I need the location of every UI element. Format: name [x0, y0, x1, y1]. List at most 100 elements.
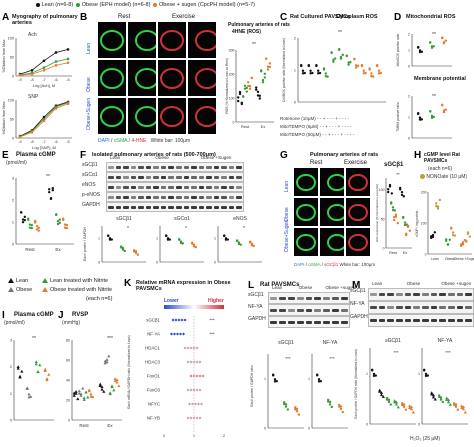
blot-band [206, 165, 212, 169]
micrograph-image [158, 22, 186, 58]
g-point [394, 215, 398, 218]
d-point [430, 116, 434, 120]
blot-band [138, 185, 144, 189]
e-point [35, 228, 39, 231]
x-tick: 2 [223, 434, 225, 438]
blot-band [138, 165, 144, 169]
e-point [28, 223, 32, 226]
g-point [403, 221, 407, 224]
column-header: Obese +sugen [441, 281, 472, 286]
y-tick: 0 [12, 75, 14, 79]
l-point [286, 408, 289, 411]
vessel-ring [195, 106, 216, 127]
h-nonoate-point [436, 205, 440, 208]
j-point [108, 391, 112, 395]
panel-m: M sGCβ1 NF-YA GAPDH Lean Obese Obese +sugen E… [350, 280, 474, 447]
j-point [86, 395, 90, 399]
vessel-ring [135, 68, 156, 89]
axis [15, 38, 72, 77]
c-point [334, 57, 337, 60]
e-point [51, 189, 54, 192]
chart-j: 0 20 40 60 80 Rest Ex *** [66, 336, 122, 428]
b-point [261, 80, 265, 84]
panel-g-sub: sGCβ1 [384, 162, 404, 168]
subchart-title: sGCβ1 [278, 340, 294, 346]
blot-band [115, 185, 122, 189]
panel-g: G Pulmonary arteries of rats Rest Exerci… [280, 150, 412, 280]
c-point [332, 58, 335, 61]
e-point [28, 226, 32, 229]
c-point [317, 72, 320, 75]
blot-band [213, 195, 220, 199]
axis [411, 96, 452, 139]
data-point [189, 346, 193, 350]
blot-band [430, 319, 438, 322]
axis [159, 226, 204, 263]
panel-letter: D [394, 12, 402, 23]
gene-label: NF-YA [147, 332, 160, 337]
f-point [249, 240, 252, 243]
panel-letter: G [280, 150, 288, 161]
d-point [432, 115, 435, 119]
m-point [453, 402, 456, 405]
y-tick: 1 [294, 69, 296, 73]
chart-l: Each protein / GAPDH ratio sGCβ1 0 1 *** NF-Y… [250, 340, 348, 431]
blot-band [213, 205, 220, 209]
y-axis-label: ROS (% Normalized to Lean at Rest) [225, 58, 229, 114]
blot-strip [368, 288, 474, 301]
data-point [188, 402, 191, 406]
f-point [165, 234, 168, 237]
e-point [37, 229, 40, 232]
b-point [245, 86, 248, 90]
blot-band [115, 195, 122, 199]
gene-label: NF-YB [147, 416, 160, 421]
b-point [260, 70, 263, 73]
blot-band [465, 319, 472, 322]
c-point [338, 48, 341, 52]
h-nonoate-point [451, 233, 455, 237]
i-point [18, 375, 22, 379]
data-point [173, 332, 176, 336]
e-point [27, 217, 30, 220]
i-point [36, 370, 40, 374]
y-axis-label: %Dilation from Max [2, 39, 6, 72]
chart-a-snp: SNP %Dilation from Max 0 50 100 -9 -8 -7 -6 -5 Log… [2, 94, 72, 150]
m-point [424, 374, 428, 378]
y-tick: 50 [381, 217, 385, 221]
panel-h-legend: NONOate (10 μM) [420, 174, 467, 180]
m-point [372, 374, 376, 378]
blot-band [236, 185, 242, 189]
i-point [27, 395, 31, 399]
axis [217, 226, 262, 263]
column-header: Lean [272, 285, 283, 290]
m-point [381, 395, 385, 398]
blot-band [176, 195, 182, 199]
panel-i: I Plasma cGMP (pmol/ml) 0 1 2 3 ** [0, 310, 56, 447]
micrograph-image [320, 198, 344, 226]
y-tick: 50 [10, 56, 14, 60]
band-label: eNOS [82, 182, 96, 188]
m-point [408, 406, 412, 409]
blot-band [160, 195, 167, 199]
micrograph-image [188, 22, 216, 58]
blot-band [278, 296, 286, 300]
blot-band [456, 293, 464, 296]
micrograph-image [98, 22, 126, 58]
blot-band [404, 319, 412, 322]
blot-band [138, 175, 144, 179]
l-point [341, 410, 344, 414]
blot-band [378, 293, 386, 296]
y-axis-label: Each protein / GAPDH [83, 226, 87, 260]
blot-band [448, 306, 455, 309]
data-point [30, 69, 34, 72]
blot-band [160, 205, 167, 209]
j-point [72, 391, 76, 395]
f-point [191, 241, 194, 245]
h-point [448, 238, 451, 242]
band-label: GAPDH [350, 314, 368, 320]
blot-band [465, 306, 472, 309]
m-point [402, 403, 406, 406]
l-point [317, 378, 321, 381]
micrograph-image [346, 168, 370, 196]
stain-legend: DAPI / αSMA / sGCβ1 White bar: 100μm [294, 262, 376, 267]
